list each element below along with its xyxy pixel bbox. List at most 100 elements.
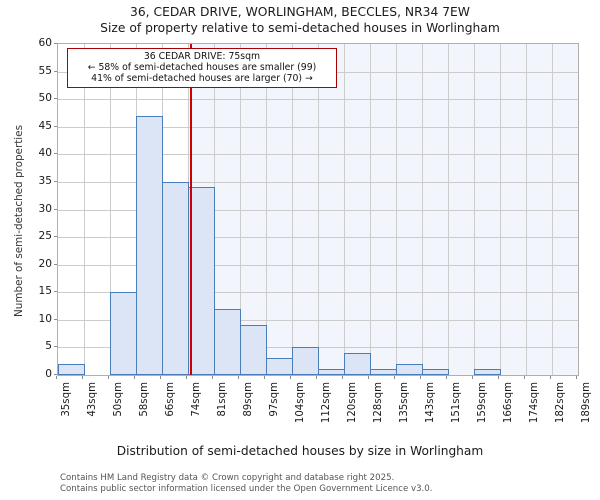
y-tick-label: 55 [38, 64, 52, 77]
x-tick-label: 89sqm [243, 382, 254, 417]
y-tick-label: 25 [38, 230, 52, 243]
annotation-smaller: ← 58% of semi-detached houses are smalle… [87, 62, 317, 73]
x-tick-mark [56, 376, 57, 379]
gridline [292, 44, 293, 375]
gridline [318, 44, 319, 375]
y-tick-label: 35 [38, 174, 52, 187]
y-tick-label: 40 [38, 147, 52, 160]
y-tick-mark [54, 291, 57, 293]
y-tick-label: 15 [38, 285, 52, 298]
y-tick-mark [54, 208, 57, 210]
gridline [474, 44, 475, 375]
gridline [344, 44, 345, 375]
gridline [422, 44, 423, 375]
x-tick-label: 58sqm [139, 382, 150, 417]
x-tick-mark [82, 376, 83, 379]
annotation-box: 36 CEDAR DRIVE: 75sqm ← 58% of semi-deta… [67, 48, 337, 88]
x-tick-label: 143sqm [425, 382, 436, 424]
histogram-bar [214, 308, 241, 375]
x-tick-mark [238, 376, 239, 379]
x-tick-label: 128sqm [373, 382, 384, 424]
page-title: 36, CEDAR DRIVE, WORLINGHAM, BECCLES, NR… [130, 5, 470, 19]
y-tick-mark [54, 70, 57, 72]
histogram-bar [422, 369, 449, 375]
x-tick-mark [264, 376, 265, 379]
x-tick-mark [186, 376, 187, 379]
x-tick-mark [550, 376, 551, 379]
x-axis-ticks: 35sqm 43sqm 50sqm 58sqm 66sqm 74sqm 81sqm 89sqm… [56, 376, 592, 436]
y-tick-mark [54, 125, 57, 127]
gridline [448, 44, 449, 375]
y-tick-mark [54, 43, 57, 44]
histogram-bar [110, 292, 137, 375]
histogram-bar [396, 363, 423, 375]
histogram-bar [266, 358, 293, 375]
x-tick-mark [212, 376, 213, 379]
x-tick-mark [472, 376, 473, 379]
y-tick-label: 45 [38, 119, 52, 132]
x-tick-label: 43sqm [87, 382, 98, 417]
x-tick-mark [342, 376, 343, 379]
x-tick-label: 182sqm [555, 382, 566, 424]
gridline [240, 44, 241, 375]
x-tick-mark [160, 376, 161, 379]
chart-title-block: 36, CEDAR DRIVE, WORLINGHAM, BECCLES, NR… [0, 4, 600, 37]
x-tick-label: 135sqm [399, 382, 410, 424]
y-tick-mark [54, 236, 57, 238]
x-tick-label: 120sqm [347, 382, 358, 424]
x-tick-mark [316, 376, 317, 379]
histogram-bar [188, 187, 215, 375]
x-tick-label: 151sqm [451, 382, 462, 424]
x-tick-label: 189sqm [581, 382, 592, 424]
x-tick-label: 35sqm [61, 382, 72, 417]
y-tick-label: 5 [45, 340, 52, 353]
y-tick-label: 0 [45, 368, 52, 380]
histogram-bar [58, 363, 85, 375]
histogram-bar [292, 347, 319, 375]
x-tick-mark [108, 376, 109, 379]
gridline [552, 44, 553, 375]
y-tick-mark [54, 153, 57, 155]
x-tick-mark [420, 376, 421, 379]
histogram-bar [474, 369, 501, 375]
histogram-bar [318, 369, 345, 375]
y-tick-mark [54, 263, 57, 265]
footer-line-2: Contains public sector information licen… [60, 483, 433, 494]
y-tick-label: 60 [38, 37, 52, 49]
footer-attribution: Contains HM Land Registry data © Crown c… [60, 473, 600, 494]
gridline [396, 44, 397, 375]
annotation-larger: 41% of semi-detached houses are larger (… [91, 73, 313, 84]
gridline [266, 44, 267, 375]
y-tick-mark [54, 180, 57, 182]
x-tick-mark [446, 376, 447, 379]
histogram-bar [344, 352, 371, 375]
x-tick-mark [394, 376, 395, 379]
x-tick-mark [524, 376, 525, 379]
y-tick-label: 50 [38, 92, 52, 105]
y-tick-mark [54, 374, 57, 375]
x-tick-mark [498, 376, 499, 379]
x-tick-label: 174sqm [529, 382, 540, 424]
x-tick-mark [134, 376, 135, 379]
x-tick-label: 66sqm [165, 382, 176, 417]
x-tick-mark [290, 376, 291, 379]
y-tick-label: 30 [38, 202, 52, 215]
subject-property-marker-line [190, 44, 193, 375]
y-tick-mark [54, 346, 57, 348]
x-tick-label: 97sqm [269, 382, 280, 417]
plot-area [57, 43, 579, 376]
x-tick-mark [368, 376, 369, 379]
x-tick-label: 74sqm [191, 382, 202, 417]
histogram-bar [240, 325, 267, 375]
x-axis-label: Distribution of semi-detached houses by … [116, 444, 484, 458]
gridline [370, 44, 371, 375]
y-tick-mark [54, 318, 57, 320]
x-tick-mark [576, 376, 577, 379]
x-tick-label: 159sqm [477, 382, 488, 424]
gridline [110, 44, 111, 375]
x-tick-label: 112sqm [321, 382, 332, 424]
histogram-bar [162, 181, 189, 375]
y-tick-label: 20 [38, 257, 52, 270]
y-tick-mark [54, 98, 57, 100]
